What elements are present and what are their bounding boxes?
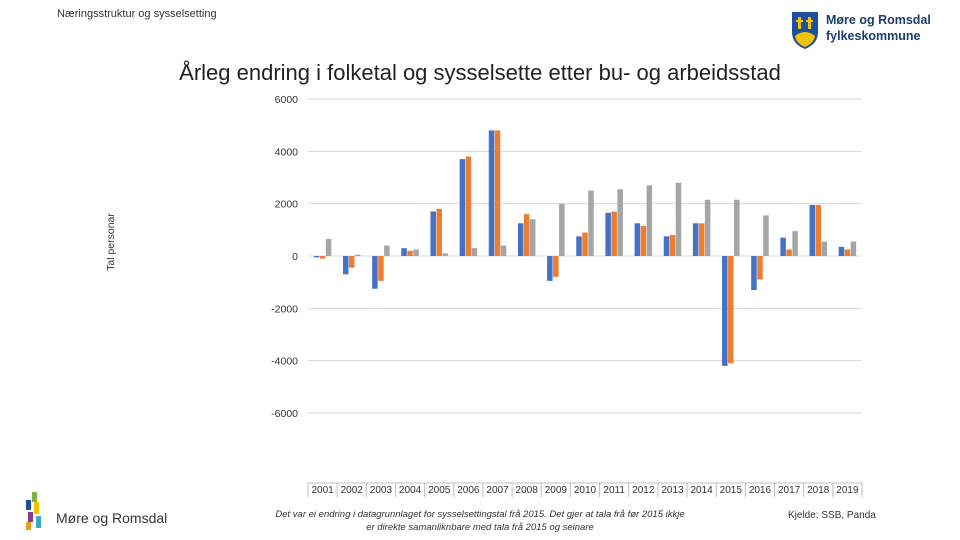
footer-brand: Møre og Romsdal — [56, 510, 168, 526]
x-tick-label: 2001 — [311, 485, 334, 496]
bar-series-1-2005 — [430, 211, 436, 256]
section-title: Næringsstruktur og sysselsetting — [57, 8, 217, 20]
bar-series-3-2012 — [646, 185, 653, 256]
bar-series-2-2014 — [698, 223, 705, 256]
x-tick-label: 2015 — [720, 485, 743, 496]
bar-series-2-2003 — [378, 256, 384, 281]
y-tick-label: 6000 — [275, 94, 299, 106]
x-tick-label: 2016 — [749, 485, 772, 496]
coat-of-arms-icon — [792, 12, 818, 49]
bar-series-1-2003 — [372, 256, 378, 289]
x-tick-label: 2012 — [632, 485, 655, 496]
bar-series-1-2013 — [663, 236, 670, 256]
bar-series-3-2002 — [354, 254, 361, 256]
bar-series-3-2015 — [734, 199, 740, 256]
bar-series-3-2009 — [559, 203, 565, 256]
bar-series-3-2001 — [325, 238, 332, 256]
x-tick-label: 2003 — [370, 485, 393, 496]
y-tick-label: 2000 — [275, 199, 299, 211]
bar-series-3-2019 — [850, 241, 857, 256]
bar-series-2-2005 — [436, 208, 442, 256]
bar-series-3-2013 — [675, 182, 682, 256]
bar-series-2-2019 — [844, 249, 851, 256]
bar-series-2-2002 — [348, 256, 355, 268]
y-tick-label: -2000 — [271, 303, 298, 315]
bar-series-1-2006 — [459, 159, 466, 256]
x-tick-label: 2008 — [516, 485, 539, 496]
bar-series-1-2012 — [634, 223, 641, 256]
bar-series-1-2004 — [401, 248, 407, 256]
bar-series-1-2017 — [780, 237, 786, 256]
y-tick-label: -4000 — [271, 356, 298, 368]
brand-line-1: Møre og Romsdal — [826, 13, 931, 27]
county-logo: Møre og Romsdal fylkeskommune — [790, 10, 940, 54]
bar-series-3-2010 — [588, 190, 594, 256]
bar-series-2-2008 — [523, 214, 530, 256]
bar-series-1-2001 — [313, 256, 320, 258]
x-tick-label: 2006 — [457, 485, 480, 496]
bar-series-3-2007 — [500, 245, 507, 256]
bar-series-1-2008 — [517, 223, 524, 256]
footnote: Det var ei endring i datagrunnlaget for … — [230, 508, 730, 534]
bar-series-1-2014 — [692, 223, 699, 256]
brand-line-2: fylkeskommune — [826, 29, 921, 43]
bar-series-1-2018 — [809, 204, 816, 256]
bar-series-3-2014 — [704, 199, 711, 256]
bar-series-1-2011 — [605, 212, 611, 256]
bar-series-1-2019 — [838, 246, 845, 256]
x-tick-label: 2004 — [399, 485, 422, 496]
bar-series-3-2003 — [384, 245, 390, 256]
bar-series-2-2004 — [407, 250, 413, 256]
x-tick-label: 2018 — [807, 485, 830, 496]
x-tick-label: 2017 — [778, 485, 801, 496]
y-axis-label: Tal personar — [105, 213, 117, 271]
bar-series-2-2006 — [465, 156, 472, 256]
bar-series-3-2005 — [442, 253, 448, 256]
y-tick-label: 0 — [292, 251, 298, 263]
y-tick-label: -6000 — [271, 408, 298, 420]
bar-series-2-2013 — [669, 235, 676, 256]
bar-series-2-2001 — [319, 256, 326, 259]
bar-series-3-2008 — [529, 219, 536, 256]
bar-series-2-2012 — [640, 225, 647, 256]
bar-series-1-2016 — [751, 256, 757, 291]
bar-series-2-2011 — [611, 211, 617, 256]
chart-title: Årleg endring i folketal og sysselsette … — [179, 60, 781, 85]
bar-series-1-2002 — [342, 256, 349, 275]
bar-series-2-2018 — [815, 204, 822, 256]
x-tick-label: 2013 — [661, 485, 684, 496]
x-tick-label: 2002 — [341, 485, 364, 496]
footnote-line-2: er direkte samanliknbare med tala frå 20… — [366, 522, 594, 533]
bar-series-3-2004 — [413, 249, 419, 256]
y-tick-label: 4000 — [275, 146, 299, 158]
bar-series-1-2007 — [488, 130, 495, 256]
bar-series-2-2009 — [553, 256, 559, 277]
footer-logo — [24, 492, 184, 532]
x-tick-label: 2009 — [545, 485, 568, 496]
bar-series-2-2010 — [582, 232, 588, 256]
bar-series-2-2007 — [494, 130, 501, 256]
source-note: Kjelde: SSB, Panda — [788, 510, 876, 521]
region-mark-icon — [26, 492, 41, 530]
x-tick-label: 2007 — [486, 485, 509, 496]
bar-series-3-2017 — [792, 231, 798, 256]
bar-series-2-2017 — [786, 249, 792, 256]
bar-series-3-2018 — [821, 241, 828, 256]
x-tick-label: 2010 — [574, 485, 597, 496]
x-tick-label: 2014 — [691, 485, 714, 496]
x-tick-label: 2005 — [428, 485, 451, 496]
bar-series-2-2015 — [728, 256, 734, 364]
footnote-line-1: Det var ei endring i datagrunnlaget for … — [275, 509, 685, 520]
bar-series-1-2015 — [722, 256, 728, 366]
bar-series-3-2006 — [471, 248, 478, 256]
bar-series-2-2016 — [757, 256, 763, 280]
bar-series-1-2009 — [547, 256, 553, 281]
bar-series-3-2011 — [617, 189, 623, 256]
bar-series-3-2016 — [763, 215, 769, 256]
bar-series-1-2010 — [576, 236, 582, 256]
x-tick-label: 2011 — [603, 485, 625, 496]
x-tick-label: 2019 — [836, 485, 859, 496]
